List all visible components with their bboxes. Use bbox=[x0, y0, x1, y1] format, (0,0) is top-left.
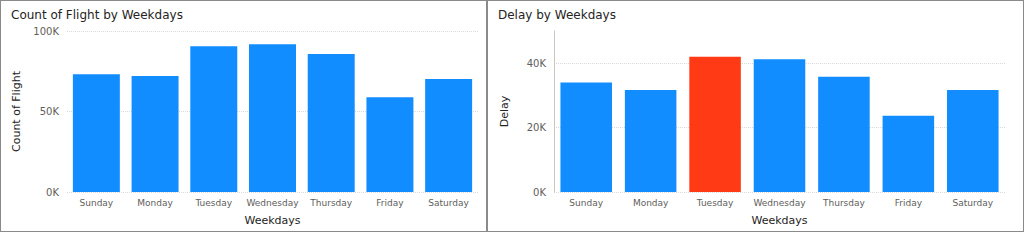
svg-text:Friday: Friday bbox=[895, 198, 923, 208]
svg-text:Delay: Delay bbox=[498, 95, 511, 127]
svg-text:Sunday: Sunday bbox=[569, 198, 603, 208]
svg-text:Saturday: Saturday bbox=[428, 198, 469, 208]
svg-text:Tuesday: Tuesday bbox=[194, 198, 232, 208]
svg-text:50K: 50K bbox=[40, 106, 60, 117]
svg-text:Count of Flight: Count of Flight bbox=[10, 70, 23, 152]
svg-text:Saturday: Saturday bbox=[953, 198, 994, 208]
svg-text:Thursday: Thursday bbox=[822, 198, 866, 208]
svg-text:40K: 40K bbox=[527, 58, 547, 69]
svg-text:Friday: Friday bbox=[376, 198, 404, 208]
svg-text:Delay by Weekdays: Delay by Weekdays bbox=[498, 8, 616, 22]
svg-text:Monday: Monday bbox=[137, 198, 173, 208]
svg-text:Count of Flight by Weekdays: Count of Flight by Weekdays bbox=[11, 8, 183, 22]
svg-text:Tuesday: Tuesday bbox=[696, 198, 734, 208]
svg-text:20K: 20K bbox=[527, 122, 547, 133]
svg-text:Weekdays: Weekdays bbox=[751, 214, 807, 227]
svg-text:0K: 0K bbox=[533, 187, 546, 198]
svg-text:Monday: Monday bbox=[633, 198, 669, 208]
svg-text:Thursday: Thursday bbox=[309, 198, 353, 208]
svg-text:100K: 100K bbox=[33, 26, 59, 37]
svg-text:Wednesday: Wednesday bbox=[246, 198, 299, 208]
svg-text:Sunday: Sunday bbox=[80, 198, 114, 208]
svg-text:0K: 0K bbox=[46, 187, 59, 198]
svg-text:Weekdays: Weekdays bbox=[244, 214, 300, 227]
svg-text:Wednesday: Wednesday bbox=[753, 198, 806, 208]
